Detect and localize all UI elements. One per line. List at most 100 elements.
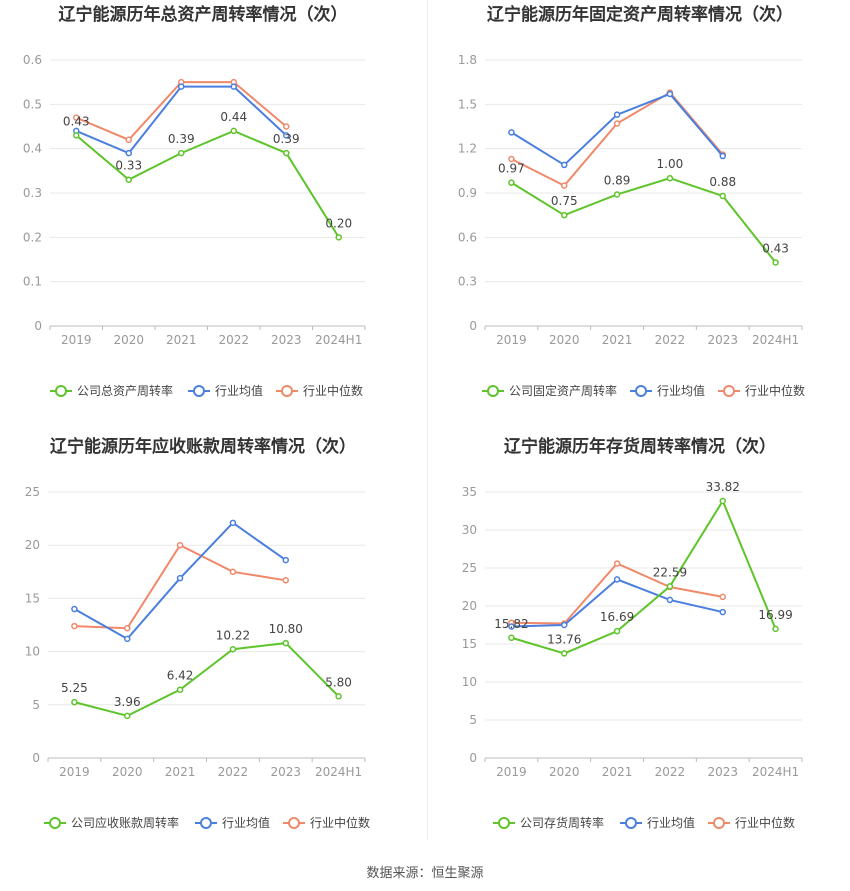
data-label: 13.76: [547, 632, 581, 646]
y-tick-label: 0.1: [23, 275, 42, 289]
data-point-industry-avg: [283, 132, 290, 139]
y-tick-label: 1.5: [458, 97, 477, 111]
data-label: 16.69: [600, 610, 634, 624]
y-tick-label: 35: [462, 485, 477, 499]
data-point-industry-avg: [561, 161, 568, 169]
data-label: 0.75: [551, 194, 578, 208]
data-label: 1.00: [657, 157, 684, 171]
chart-total-asset-turnover: 辽宁能源历年总资产周转率情况（次） 0 0.1 0.2 0.3 0.4 0.5 0.6 2019…: [0, 0, 425, 420]
data-point-industry-avg: [71, 605, 78, 613]
legend-label: 行业中位数: [310, 815, 370, 830]
data-point-company: [508, 179, 515, 186]
y-tick-label: 5: [469, 713, 477, 727]
data-point-company: [772, 625, 779, 633]
legend-marker-icon: [635, 385, 647, 397]
data-point-company: [508, 634, 515, 642]
x-tick-label: 2019: [61, 333, 92, 347]
data-point-industry-avg: [125, 149, 132, 157]
y-tick-label: 30: [462, 523, 477, 537]
data-label: 0.43: [762, 241, 789, 255]
data-point-industry-avg: [282, 556, 289, 564]
data-point-industry-avg: [178, 83, 185, 90]
data-label: 15.82: [494, 617, 528, 631]
x-tick-label: 2021: [166, 333, 197, 347]
data-point-company: [71, 698, 78, 706]
chart-title: 辽宁能源历年应收账款周转率情况（次）: [50, 436, 356, 457]
data-point-company: [561, 650, 568, 657]
x-tick-label: 2022: [655, 333, 686, 347]
data-point-company: [124, 712, 131, 720]
data-label: 0.88: [709, 175, 736, 189]
data-label: 5.80: [325, 675, 352, 689]
data-label: 10.80: [269, 622, 303, 636]
y-tick-label: 20: [462, 599, 477, 613]
data-label: 22.59: [653, 565, 687, 579]
data-point-industry-avg: [230, 83, 237, 90]
data-point-company: [230, 127, 237, 135]
series-line-company: [511, 498, 777, 655]
data-point-company: [178, 149, 185, 157]
legend-marker-icon: [288, 817, 300, 829]
data-point-company: [613, 191, 621, 198]
y-tick-label: 0: [34, 319, 42, 333]
legend-label: 公司应收账款周转率: [71, 815, 179, 830]
legend-label: 公司固定资产周转率: [509, 383, 617, 398]
data-point-industry-median: [283, 123, 290, 130]
data-point-company: [335, 693, 342, 700]
chart-svg: 辽宁能源历年存货周转率情况（次） 0 5 10 15 20 25 30 35 2019 2020 20…: [462, 436, 803, 830]
data-point-industry-avg: [613, 111, 621, 118]
legend-marker-icon: [625, 817, 637, 829]
legend-label: 公司总资产周转率: [77, 383, 173, 398]
data-point-company: [283, 149, 290, 157]
x-tick-label: 2024H1: [752, 333, 799, 347]
data-point-industry-avg: [666, 90, 674, 98]
data-point-company: [613, 627, 621, 635]
legend-marker-icon: [487, 385, 499, 397]
legend-marker-icon: [49, 817, 61, 829]
data-label: 0.33: [115, 159, 142, 173]
legend-label: 公司存货周转率: [520, 815, 604, 830]
data-point-industry-median: [176, 541, 184, 549]
chart-svg: 辽宁能源历年总资产周转率情况（次） 0 0.1 0.2 0.3 0.4 0.5 0.6 2019…: [23, 4, 366, 398]
data-label: 0.97: [498, 162, 525, 176]
legend-marker-icon: [498, 817, 510, 829]
data-point-industry-median: [561, 182, 568, 189]
x-tick-label: 2019: [496, 765, 527, 779]
x-tick-label: 2023: [707, 333, 738, 347]
data-point-industry-median: [282, 577, 289, 584]
x-tick-label: 2024H1: [315, 765, 362, 779]
data-point-industry-avg: [561, 621, 568, 629]
y-tick-label: 0.4: [23, 142, 42, 156]
legend-marker-icon: [193, 385, 205, 397]
legend-label: 行业中位数: [303, 383, 363, 398]
data-point-company: [229, 646, 237, 653]
data-label: 33.82: [706, 480, 740, 494]
legend-marker-icon: [723, 385, 735, 397]
y-tick-label: 0.5: [23, 97, 42, 111]
data-point-company: [125, 176, 132, 183]
series-line-company: [74, 642, 340, 717]
series-line-industry-median: [510, 91, 724, 187]
x-tick-label: 2019: [59, 765, 90, 779]
x-tick-label: 2022: [218, 765, 249, 779]
x-tick-label: 2020: [549, 765, 580, 779]
y-tick-label: 25: [25, 485, 40, 499]
data-point-company: [282, 639, 289, 647]
legend-marker-icon: [55, 385, 67, 397]
x-tick-label: 2021: [165, 765, 196, 779]
y-tick-label: 15: [462, 637, 477, 651]
data-source-note: 数据来源：恒生聚源: [366, 866, 484, 881]
series-line-company: [510, 177, 777, 264]
data-label: 16.99: [758, 608, 792, 622]
data-point-company: [719, 192, 726, 200]
y-tick-label: 0: [469, 319, 477, 333]
panel-divider: [427, 0, 428, 840]
y-tick-label: 25: [462, 561, 477, 575]
legend-label: 行业中位数: [735, 815, 795, 830]
y-tick-label: 0.6: [23, 53, 42, 67]
data-point-company: [666, 583, 674, 590]
data-point-industry-median: [229, 568, 237, 576]
data-label: 5.25: [61, 681, 88, 695]
y-tick-label: 15: [25, 591, 40, 605]
x-tick-label: 2020: [112, 765, 143, 779]
